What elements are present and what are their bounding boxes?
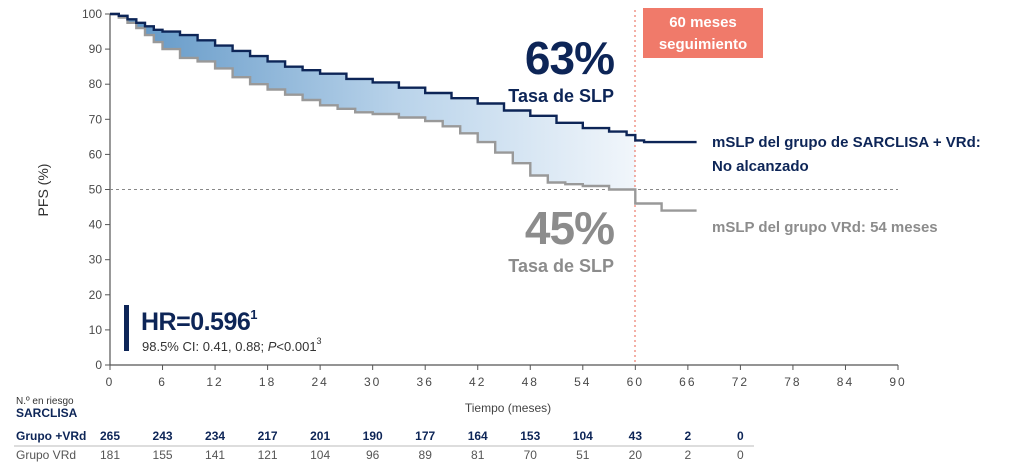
p-italic: P — [268, 339, 277, 354]
risk-count: 153 — [520, 429, 540, 443]
risk-row-label: SARCLISA — [16, 406, 78, 420]
risk-count: 81 — [471, 448, 485, 462]
risk-count: 96 — [366, 448, 380, 462]
risk-count: 217 — [258, 429, 278, 443]
hazard-ratio-sup: 1 — [250, 307, 257, 322]
x-tick-label: 48 — [522, 375, 539, 389]
risk-table-header: N.º en riesgo — [16, 396, 74, 407]
risk-count: 89 — [419, 448, 433, 462]
y-tick-label: 0 — [95, 358, 102, 372]
followup-badge-line2: seguimiento — [659, 36, 747, 53]
vrd-pfs-rate-label: Tasa de SLP — [508, 256, 614, 276]
followup-badge-line1: 60 meses — [669, 14, 737, 31]
risk-count: 0 — [737, 429, 744, 443]
x-tick-label: 90 — [889, 375, 906, 389]
x-tick-label: 12 — [206, 375, 223, 389]
y-tick-label: 30 — [89, 253, 103, 267]
y-tick-label: 60 — [89, 147, 103, 161]
y-tick-label: 10 — [89, 323, 103, 337]
x-tick-label: 18 — [259, 375, 276, 389]
sarclisa-survival-curve — [110, 12, 697, 144]
risk-count: 265 — [100, 429, 120, 443]
risk-count: 141 — [205, 448, 225, 462]
vrd-pfs-rate-value: 45% — [525, 202, 614, 254]
x-tick-label: 54 — [574, 375, 591, 389]
y-tick-label: 100 — [82, 7, 102, 21]
vrd-median-label: mSLP del grupo VRd: 54 meses — [712, 219, 938, 236]
y-tick-label: 70 — [89, 112, 103, 126]
risk-count: 104 — [573, 429, 593, 443]
risk-count: 51 — [576, 448, 590, 462]
risk-count: 155 — [153, 448, 173, 462]
sarclisa-median-label-line1: mSLP del grupo de SARCLISA + VRd: — [712, 134, 981, 151]
sarclisa-pfs-rate-value: 63% — [525, 32, 614, 84]
x-tick-label: 24 — [311, 375, 328, 389]
x-tick-label: 6 — [158, 375, 167, 389]
risk-count: 177 — [415, 429, 435, 443]
y-axis-label: PFS (%) — [35, 164, 51, 217]
risk-count: 2 — [685, 429, 692, 443]
x-ticks: 0 6 12 18 24 30 36 42 48 54 60 66 72 78 84 90 — [106, 365, 906, 389]
ci-value: 98.5% CI: 0.41, 0.88; — [142, 339, 268, 354]
x-tick-label: 72 — [732, 375, 749, 389]
survival-gap-area — [110, 14, 636, 204]
risk-count: 43 — [629, 429, 643, 443]
vrd-survival-curve — [110, 12, 697, 212]
y-tick-label: 50 — [89, 183, 103, 197]
p-value: <0.001 — [276, 339, 316, 354]
hazard-ratio-value: HR=0.596 — [141, 308, 250, 336]
risk-count: 2 — [685, 448, 692, 462]
x-tick-label: 30 — [364, 375, 381, 389]
hr-accent-bar — [124, 305, 129, 351]
risk-count: 104 — [310, 448, 330, 462]
risk-count: 70 — [524, 448, 538, 462]
risk-count: 181 — [100, 448, 120, 462]
followup-badge — [643, 8, 763, 58]
risk-count: 164 — [468, 429, 488, 443]
y-tick-label: 90 — [89, 42, 103, 56]
x-tick-label: 78 — [784, 375, 801, 389]
risk-count: 20 — [629, 448, 643, 462]
y-tick-label: 40 — [89, 218, 103, 232]
risk-count: 201 — [310, 429, 330, 443]
y-tick-label: 80 — [89, 77, 103, 91]
risk-count: 0 — [737, 448, 744, 462]
y-ticks: 0 10 20 30 40 50 60 70 80 90 100 — [82, 7, 110, 372]
x-axis-label: Tiempo (meses) — [465, 401, 551, 415]
risk-count: 234 — [205, 429, 225, 443]
risk-count: 190 — [363, 429, 383, 443]
risk-count: 243 — [153, 429, 173, 443]
x-tick-label: 66 — [679, 375, 696, 389]
x-tick-label: 0 — [106, 375, 115, 389]
x-tick-label: 36 — [417, 375, 434, 389]
x-tick-label: 84 — [837, 375, 854, 389]
hazard-ratio: HR=0.5961 — [141, 307, 257, 336]
x-tick-label: 60 — [627, 375, 644, 389]
sarclisa-pfs-rate-label: Tasa de SLP — [508, 86, 614, 106]
risk-row-label: Grupo +VRd — [16, 429, 86, 443]
y-tick-label: 20 — [89, 288, 103, 302]
x-tick-label: 42 — [469, 375, 486, 389]
risk-count: 121 — [258, 448, 278, 462]
confidence-interval: 98.5% CI: 0.41, 0.88; P<0.0013 — [142, 336, 322, 354]
risk-row-label: Grupo VRd — [16, 448, 76, 462]
sarclisa-median-label-line2: No alcanzado — [712, 158, 809, 175]
p-sup: 3 — [317, 336, 322, 346]
